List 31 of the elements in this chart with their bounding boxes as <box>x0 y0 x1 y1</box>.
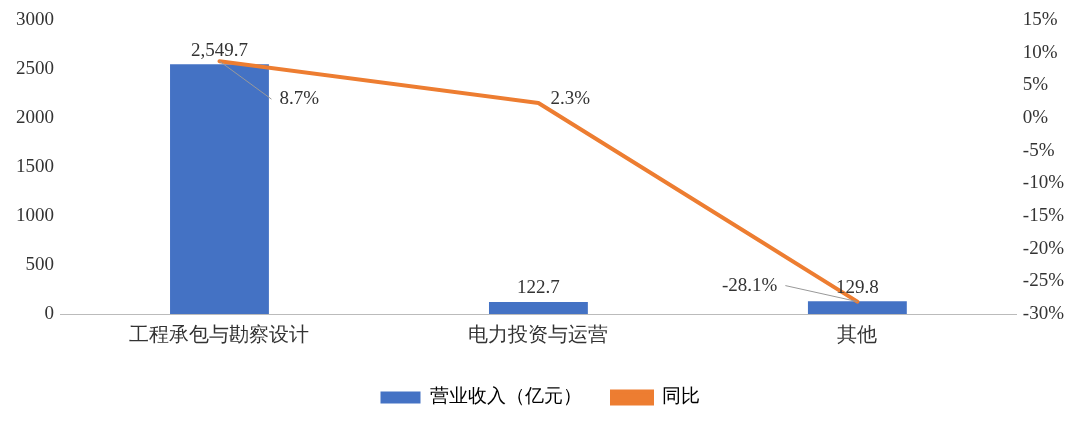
y2-tick-label: -15% <box>1022 203 1065 225</box>
y-tick-label: 3000 <box>16 7 54 29</box>
y2-tick-label: -30% <box>1022 301 1065 323</box>
x-tick-label: 其他 <box>837 323 878 346</box>
y-tick-label: 1000 <box>16 203 54 225</box>
y2-tick-label: -20% <box>1022 236 1065 258</box>
legend-label: 营业收入（亿元） <box>430 385 582 407</box>
data-label: 2.3% <box>550 86 591 108</box>
x-tick-label: 工程承包与勘察设计 <box>129 323 310 346</box>
y2-tick-label: -5% <box>1022 138 1055 160</box>
y-tick-label: 0 <box>44 301 54 323</box>
y2-tick-label: 0% <box>1022 105 1049 127</box>
data-label: 122.7 <box>517 276 560 298</box>
y2-tick-label: 15% <box>1022 7 1058 29</box>
data-label: -28.1% <box>721 273 778 295</box>
bar <box>170 64 269 314</box>
y2-tick-label: 5% <box>1022 73 1049 95</box>
y2-tick-label: -10% <box>1022 171 1065 193</box>
bar <box>488 301 588 314</box>
data-label: 8.7% <box>279 87 320 109</box>
y2-tick-label: -25% <box>1022 269 1065 291</box>
legend-label: 同比 <box>661 385 700 407</box>
y-tick-label: 2000 <box>16 105 54 127</box>
y-tick-label: 1500 <box>16 154 54 176</box>
data-label: 129.8 <box>836 275 879 297</box>
y-tick-label: 500 <box>25 252 54 274</box>
data-label: 2,549.7 <box>190 38 248 60</box>
x-tick-label: 电力投资与运营 <box>468 323 609 346</box>
bar <box>807 301 907 314</box>
y-tick-label: 2500 <box>16 56 54 78</box>
y2-tick-label: 10% <box>1022 40 1058 62</box>
